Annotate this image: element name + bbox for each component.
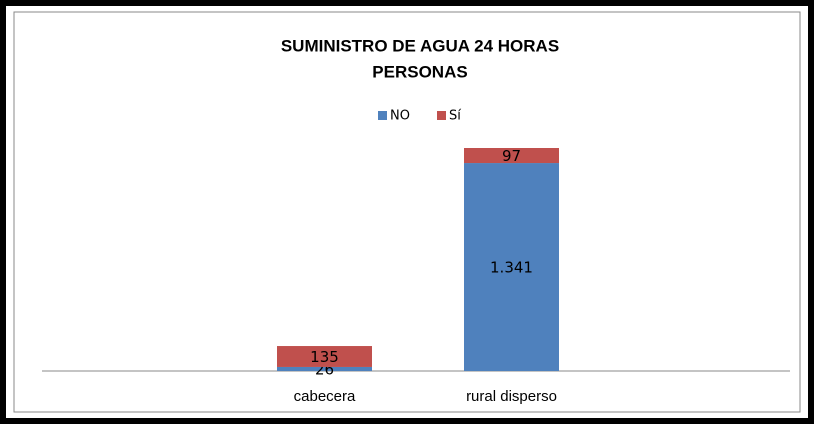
legend-label: NO [390,109,410,124]
data-label: 135 [310,348,339,366]
chart-title: SUMINISTRO DE AGUA 24 HORAS [281,36,559,55]
bar-segment [277,366,372,371]
bar-segment [277,346,372,367]
legend-swatch [378,111,387,120]
data-label: 97 [502,147,521,165]
bar-segment [464,163,559,371]
bar-segment [464,148,559,164]
legend-swatch [437,111,446,120]
x-tick-label: rural disperso [466,388,557,405]
data-label: 1.341 [490,259,533,277]
chart-area [13,11,801,413]
legend-label: Sí [449,109,461,124]
x-tick-label: cabecera [294,388,356,405]
chart-title: PERSONAS [372,62,467,81]
